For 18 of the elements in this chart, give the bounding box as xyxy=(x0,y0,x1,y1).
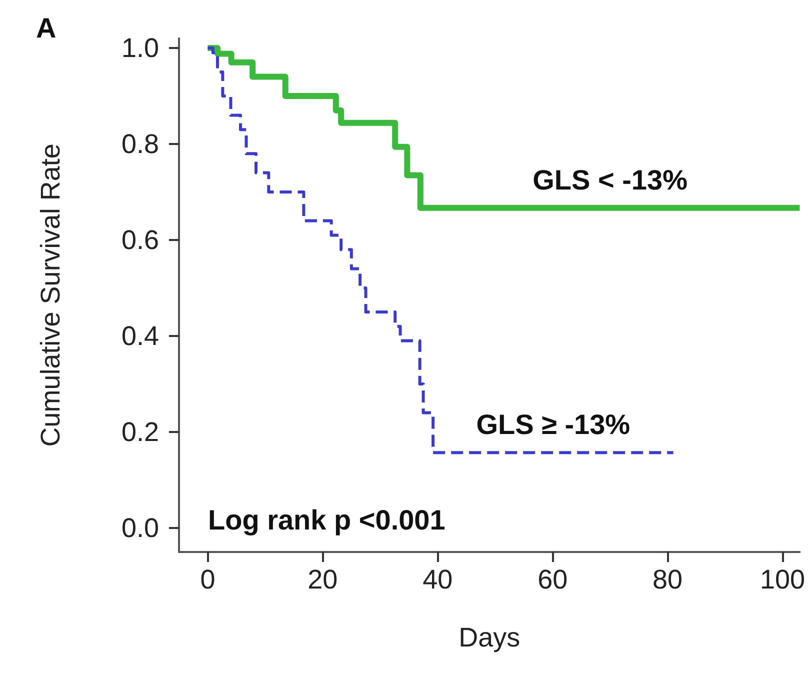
x-tick-label: 20 xyxy=(308,564,338,594)
series-label: GLS ≥ -13% xyxy=(476,409,630,440)
x-tick-label: 0 xyxy=(200,564,216,594)
y-axis-title: Cumulative Survival Rate xyxy=(36,144,66,447)
x-tick-label: 60 xyxy=(538,564,568,594)
x-tick-label: 100 xyxy=(760,564,806,594)
y-tick-label: 0.2 xyxy=(121,417,159,447)
y-tick-label: 1.0 xyxy=(121,33,159,63)
text: A xyxy=(36,12,56,44)
y-tick-label: 0.0 xyxy=(121,513,159,543)
annotation: Log rank p <0.001 xyxy=(208,504,446,536)
y-tick-label: 0.8 xyxy=(121,129,159,159)
x-tick-label: 40 xyxy=(422,564,453,594)
x-tick-label: 80 xyxy=(652,564,683,594)
y-tick-label: 0.6 xyxy=(121,225,159,255)
series-label: GLS < -13% xyxy=(532,164,688,196)
x-axis-title: Days xyxy=(458,622,520,652)
y-tick-label: 0.4 xyxy=(121,321,159,351)
